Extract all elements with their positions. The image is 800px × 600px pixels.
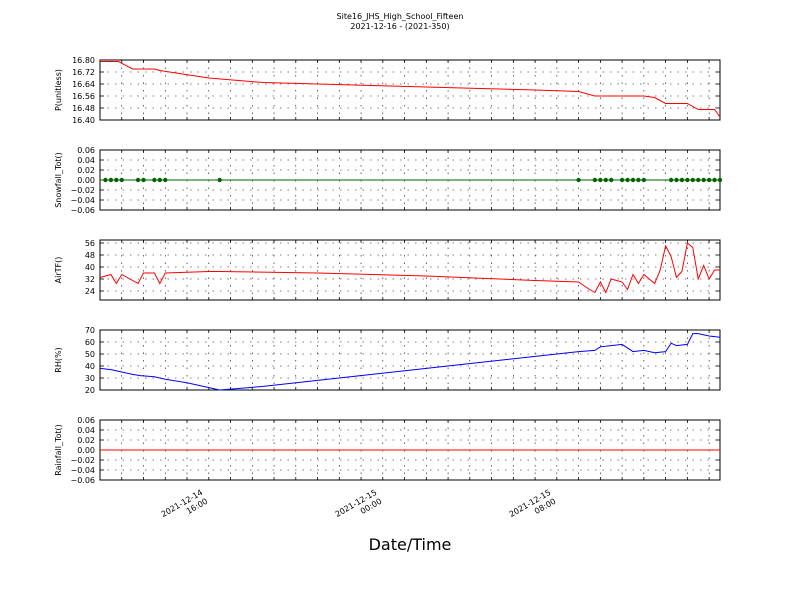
y-axis-label: Snowfall_Tot() <box>54 152 63 208</box>
subplot-frame <box>99 239 721 301</box>
y-tick-label: 0.00 <box>77 176 95 185</box>
y-tick-label: 0.02 <box>77 166 95 175</box>
data-point <box>609 177 614 183</box>
data-point <box>135 177 141 183</box>
y-tick-label: 16.48 <box>72 104 95 113</box>
data-point <box>701 177 706 183</box>
series-line <box>99 242 720 294</box>
y-tick-label: 40 <box>85 362 95 371</box>
y-tick-label: −0.06 <box>70 206 95 215</box>
data-point <box>576 177 581 183</box>
y-tick-label: 30 <box>85 374 95 383</box>
data-point <box>163 177 168 183</box>
y-tick-label: 70 <box>85 326 95 335</box>
subplot-0: 16.40 16.48 16.56 16.64 16.72 16.80 P(unitless… <box>54 56 721 125</box>
y-tick-label: −0.06 <box>70 476 95 485</box>
y-tick-label: 0.06 <box>77 416 95 425</box>
y-tick-label: 48 <box>85 251 95 260</box>
y-tick-label: 0.06 <box>77 146 95 155</box>
y-tick-label: 56 <box>85 239 95 248</box>
x-tick-labels: 2021-12-1416:00 2021-12-1500:00 2021-12-15… <box>160 488 558 528</box>
data-point <box>712 177 717 183</box>
data-point <box>592 177 598 183</box>
y-tick-label: 32 <box>85 275 95 284</box>
y-axis-label: RH(%) <box>54 347 63 372</box>
subplot-panels: 16.40 16.48 16.56 16.64 16.72 16.80 P(unitless… <box>54 56 723 485</box>
y-tick-label: −0.02 <box>70 186 95 195</box>
y-tick-label: 0.04 <box>77 426 95 435</box>
subplot-frame <box>99 59 721 121</box>
y-axis-label: AirTF() <box>54 257 63 284</box>
data-point <box>636 177 641 183</box>
y-tick-label: −0.04 <box>70 196 95 205</box>
data-point <box>685 177 690 183</box>
y-tick-label: 20 <box>85 386 95 395</box>
data-point <box>152 177 157 183</box>
data-point <box>108 177 114 183</box>
y-tick-label: 0.02 <box>77 436 95 445</box>
data-point <box>141 177 146 183</box>
y-tick-label: 16.72 <box>72 68 95 77</box>
y-axis-label: Rainfall_Tot() <box>54 424 63 476</box>
subplot-3: 20 30 40 50 60 70 RH(%) <box>54 326 721 395</box>
data-point <box>157 177 163 183</box>
y-tick-label: 16.40 <box>72 116 95 125</box>
x-tick-label: 2021-12-1500:00 <box>334 488 384 528</box>
data-point <box>619 177 625 183</box>
x-tick-label: 2021-12-1508:00 <box>508 488 558 528</box>
data-point <box>696 177 701 183</box>
y-tick-label: 50 <box>85 350 95 359</box>
y-tick-label: 16.56 <box>72 92 95 101</box>
data-point <box>625 177 630 183</box>
subplot-2: 24 32 40 48 56 AirTF() <box>54 239 721 301</box>
data-point <box>674 177 679 183</box>
y-tick-label: 40 <box>85 263 95 272</box>
data-point <box>119 177 124 183</box>
data-point <box>641 177 647 183</box>
data-point <box>679 177 685 183</box>
y-tick-label: 60 <box>85 338 95 347</box>
data-point <box>706 177 712 183</box>
data-point <box>690 177 696 183</box>
subplot-4: −0.06−0.04−0.020.000.020.040.06 Rainfall_… <box>54 416 721 485</box>
y-tick-label: 0.00 <box>77 446 95 455</box>
data-point <box>598 177 603 183</box>
series-line <box>100 61 721 118</box>
y-tick-label: 24 <box>85 287 95 296</box>
figure-title-line1: Site16_JHS_High_School_Fifteen <box>337 12 464 21</box>
series-line <box>99 333 721 391</box>
figure-title-line2: 2021-12-16 - (2021-350) <box>350 22 449 31</box>
x-tick-label: 2021-12-1416:00 <box>160 488 210 528</box>
subplot-1: −0.06−0.04−0.020.000.020.040.06 Snowfall_… <box>54 146 723 215</box>
subplot-frame <box>99 329 721 391</box>
data-point <box>103 177 108 183</box>
data-point <box>603 177 608 183</box>
y-tick-label: 16.64 <box>72 80 95 89</box>
data-point <box>717 177 723 183</box>
y-tick-label: −0.04 <box>70 466 95 475</box>
data-point <box>630 177 636 183</box>
y-tick-label: 16.80 <box>72 56 95 65</box>
y-tick-label: 0.04 <box>77 156 95 165</box>
data-point <box>217 177 222 183</box>
data-point <box>114 177 119 183</box>
y-axis-label: P(unitless) <box>54 69 63 111</box>
y-tick-label: −0.02 <box>70 456 95 465</box>
data-point <box>668 177 674 183</box>
x-axis-label: Date/Time <box>369 535 452 554</box>
